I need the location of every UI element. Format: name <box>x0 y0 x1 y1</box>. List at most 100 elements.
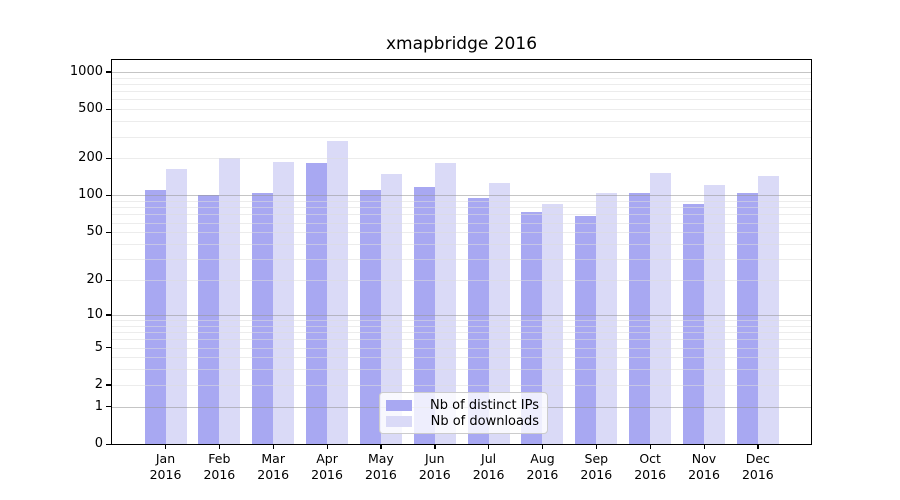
gridline-4 <box>112 357 811 359</box>
x-tick-label-jul: Jul 2016 <box>472 451 505 482</box>
x-tick-mark-jul <box>488 444 490 449</box>
x-tick-mark-aug <box>541 444 544 449</box>
legend-label-distinct-ips: Nb of distinct IPs <box>430 397 539 413</box>
x-tick-label-apr: Apr 2016 <box>311 451 343 482</box>
y-tick-label-200: 200 <box>78 150 103 166</box>
gridline-6 <box>112 339 811 341</box>
y-tick-mark-10 <box>106 314 112 316</box>
x-tick-label-aug: Aug 2016 <box>526 451 559 482</box>
y-tick-mark-50 <box>106 231 112 234</box>
y-tick-label-5: 5 <box>94 339 103 355</box>
x-tick-label-mar: Mar 2016 <box>257 451 290 482</box>
bar-nb-of-distinct-ips-dec <box>736 193 758 444</box>
y-tick-mark-500 <box>106 108 112 111</box>
gridline-700 <box>112 91 811 93</box>
y-tick-label-500: 500 <box>78 101 103 117</box>
gridline-500 <box>112 109 811 111</box>
y-tick-label-10: 10 <box>86 306 103 322</box>
x-tick-label-sep: Sep 2016 <box>580 451 613 482</box>
gridline-900 <box>112 77 811 79</box>
gridline-2 <box>112 384 811 386</box>
bar-nb-of-downloads-apr <box>327 141 349 444</box>
legend-swatch-downloads <box>386 415 412 427</box>
bar-nb-of-downloads-dec <box>757 175 779 444</box>
gridline-7 <box>112 332 811 334</box>
y-tick-label-0: 0 <box>94 436 103 451</box>
gridline-600 <box>112 99 811 101</box>
bar-nb-of-distinct-ips-oct <box>629 193 651 444</box>
gridline-9 <box>112 320 811 321</box>
y-tick-mark-20 <box>106 279 112 281</box>
x-tick-label-feb: Feb 2016 <box>203 451 236 482</box>
bar-nb-of-downloads-jul <box>488 182 510 444</box>
gridline-800 <box>112 83 811 85</box>
bar-nb-of-distinct-ips-feb <box>198 195 220 444</box>
x-tick-label-nov: Nov 2016 <box>688 451 720 482</box>
bar-nb-of-distinct-ips-aug <box>521 212 543 444</box>
y-tick-label-50: 50 <box>86 224 103 240</box>
x-tick-label-jun: Jun 2016 <box>418 451 451 482</box>
y-tick-label-2: 2 <box>94 376 103 392</box>
bar-nb-of-downloads-may <box>380 173 402 444</box>
bar-nb-of-downloads-sep <box>596 193 618 444</box>
y-tick-mark-100 <box>106 194 112 197</box>
gridline-400 <box>112 121 811 123</box>
y-tick-label-1000: 1000 <box>69 63 103 79</box>
gridline-70 <box>112 214 811 216</box>
x-tick-label-may: May 2016 <box>364 451 397 482</box>
y-tick-mark-2 <box>106 384 112 386</box>
chart-title: xmapbridge 2016 <box>385 34 538 54</box>
legend-label-downloads: Nb of downloads <box>430 413 539 429</box>
gridline-5 <box>112 347 811 349</box>
gridline-80 <box>112 207 811 209</box>
bar-nb-of-downloads-oct <box>650 172 672 444</box>
bar-nb-of-downloads-jun <box>434 163 456 444</box>
gridline-30 <box>112 259 811 261</box>
y-tick-mark-200 <box>106 157 112 160</box>
x-tick-mark-oct <box>649 444 651 449</box>
gridline-200 <box>112 158 811 160</box>
x-tick-mark-sep <box>595 444 598 449</box>
y-tick-label-1: 1 <box>94 398 103 414</box>
x-tick-label-oct: Oct 2016 <box>634 451 667 482</box>
gridline-50 <box>112 232 811 234</box>
gridline-300 <box>112 136 811 138</box>
gridline-3 <box>112 369 811 371</box>
bar-nb-of-downloads-mar <box>273 161 295 444</box>
bar-nb-of-distinct-ips-sep <box>575 215 597 444</box>
x-tick-mark-mar <box>272 444 274 449</box>
y-tick-label-100: 100 <box>78 187 103 203</box>
x-tick-mark-may <box>380 444 382 449</box>
y-tick-mark-1000 <box>106 71 112 73</box>
bar-nb-of-downloads-nov <box>704 184 725 444</box>
gridline-1000 <box>112 71 811 73</box>
x-tick-mark-jun <box>434 444 436 449</box>
legend-item-distinct-ips: Nb of distinct IPs <box>386 397 539 413</box>
plot-area: Nb of distinct IPs Nb of downloads <box>111 59 812 445</box>
gridline-10 <box>112 314 811 316</box>
y-tick-mark-1 <box>106 406 112 408</box>
x-tick-mark-dec <box>757 444 759 449</box>
gridline-90 <box>112 201 811 203</box>
y-tick-label-20: 20 <box>86 272 103 288</box>
bar-nb-of-distinct-ips-mar <box>252 193 274 444</box>
x-tick-mark-jan <box>165 444 167 449</box>
x-tick-label-dec: Dec 2016 <box>741 451 774 482</box>
x-tick-mark-nov <box>703 444 705 449</box>
gridline-8 <box>112 325 811 327</box>
x-tick-label-jan: Jan 2016 <box>149 451 182 482</box>
legend: Nb of distinct IPs Nb of downloads <box>379 392 548 434</box>
y-tick-mark-5 <box>106 347 112 349</box>
gridline-40 <box>112 244 811 245</box>
legend-swatch-distinct-ips <box>386 399 412 411</box>
bar-nb-of-distinct-ips-nov <box>683 203 704 444</box>
bar-nb-of-downloads-jan <box>165 168 187 444</box>
bar-nb-of-distinct-ips-apr <box>306 162 328 444</box>
gridline-100 <box>112 195 811 197</box>
gridline-20 <box>112 280 811 282</box>
bar-nb-of-downloads-aug <box>542 203 564 444</box>
y-tick-mark-0 <box>106 443 112 445</box>
x-tick-mark-apr <box>326 444 328 449</box>
gridline-60 <box>112 222 811 224</box>
